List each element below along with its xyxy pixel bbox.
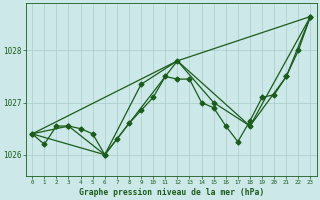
X-axis label: Graphe pression niveau de la mer (hPa): Graphe pression niveau de la mer (hPa) <box>79 188 264 197</box>
